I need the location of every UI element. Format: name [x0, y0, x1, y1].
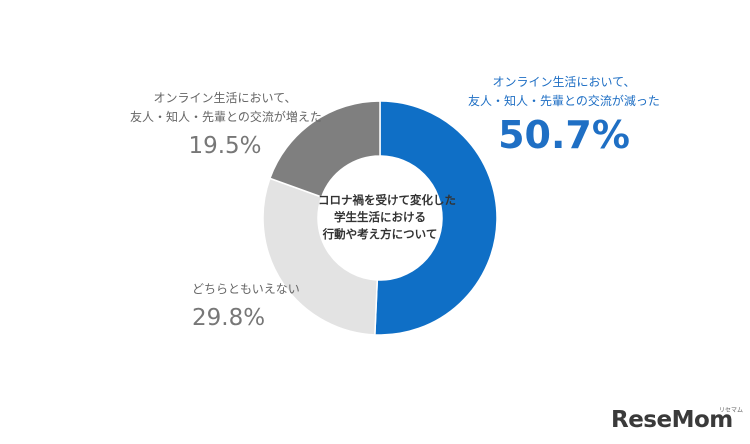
resemom-logo: ReseMom: [611, 407, 733, 433]
chart-center-label: コロナ禍を受けて変化した 学生生活における 行動や考え方について: [318, 192, 456, 243]
slice-callout-neutral: どちらともいえない 29.8%: [192, 280, 300, 333]
center-label-line: コロナ禍を受けて変化した: [318, 193, 456, 207]
center-label-line: 学生生活における: [334, 210, 426, 224]
slice-value-label: 50.7%: [498, 113, 630, 157]
resemom-logo-subtext: リセマム: [719, 407, 744, 414]
donut-slice-increased: [268, 100, 381, 198]
slice-label-line: 友人・知人・先輩との交流が増えた: [130, 110, 322, 124]
slice-callout-decreased: オンライン生活において、 友人・知人・先輩との交流が減った 50.7%: [454, 73, 674, 157]
center-label-line: 行動や考え方について: [322, 227, 438, 241]
slice-label-line: オンライン生活において、: [153, 91, 297, 105]
slice-label-line: どちらともいえない: [192, 282, 300, 296]
donut-slice-neutral: [262, 177, 379, 336]
slice-value-label: 19.5%: [188, 133, 262, 159]
slice-callout-increased: オンライン生活において、 友人・知人・先輩との交流が増えた 19.5%: [130, 89, 322, 161]
slice-label-line: オンライン生活において、: [492, 75, 636, 89]
slice-value-label: 29.8%: [192, 305, 266, 331]
donut-slice-decreased: [374, 100, 498, 336]
slice-label-line: 友人・知人・先輩との交流が減った: [468, 94, 660, 108]
